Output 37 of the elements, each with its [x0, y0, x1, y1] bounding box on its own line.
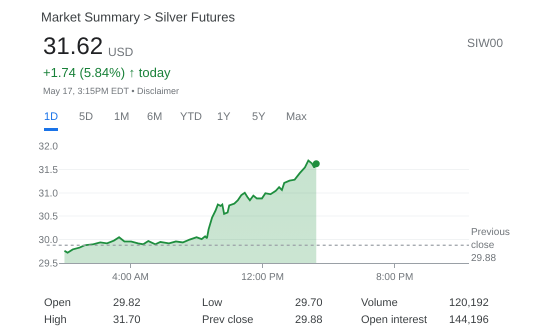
text: 5D — [79, 111, 94, 123]
text: Volume — [361, 297, 398, 309]
text: Open interest — [361, 314, 428, 326]
text: 1D — [44, 111, 58, 123]
text: 31.62 — [43, 33, 104, 60]
chart-title: Market Summary > Silver Futures — [41, 10, 236, 25]
text: Low — [202, 297, 222, 309]
text: 1M — [114, 111, 130, 123]
text: 29.88 — [471, 253, 496, 264]
text: 29.70 — [295, 297, 323, 309]
text: 120,192 — [449, 297, 489, 309]
text: SIW00 — [467, 36, 504, 50]
text: USD — [108, 45, 134, 59]
text: 31.70 — [113, 314, 141, 326]
text: Prev close — [202, 314, 254, 326]
text: May 17, 3:15PM EDT • Disclaimer — [43, 86, 180, 96]
text: 6M — [147, 111, 162, 123]
x-tick-label: 8:00 PM — [376, 272, 414, 283]
y-tick-label: 29.5 — [38, 258, 58, 270]
text: Open — [44, 297, 71, 309]
x-tick-label: 12:00 PM — [241, 272, 284, 283]
ref-line-label: Previous close — [471, 227, 510, 251]
text: High — [44, 314, 67, 326]
y-tick-label: 31.0 — [38, 188, 58, 200]
x-tick-label: 4:00 AM — [112, 272, 149, 283]
y-tick-label: 30.0 — [38, 235, 58, 246]
y-tick-label: 31.5 — [38, 164, 58, 176]
text: 144,196 — [449, 314, 489, 326]
text: Max — [286, 111, 308, 123]
y-tick-label: 30.5 — [38, 212, 58, 223]
text: +1.74 (5.84%) ↑ today — [43, 65, 172, 80]
text: 29.82 — [113, 297, 141, 309]
text: 1Y — [217, 111, 232, 123]
text: 29.88 — [295, 314, 323, 326]
text: YTD — [180, 111, 202, 123]
y-tick-label: 32.0 — [38, 142, 58, 152]
text: 5Y — [252, 111, 266, 123]
